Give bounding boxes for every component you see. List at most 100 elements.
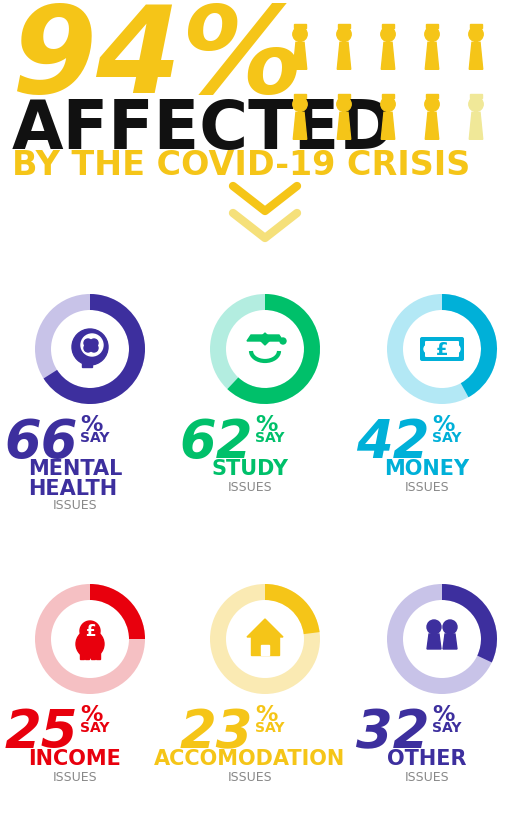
Circle shape [469,98,483,112]
Wedge shape [387,294,497,405]
Text: %: % [255,704,277,724]
Text: SAY: SAY [255,720,285,734]
Circle shape [76,630,104,658]
Circle shape [425,98,439,112]
Text: SAY: SAY [80,720,109,734]
Circle shape [381,98,395,112]
Wedge shape [44,294,145,405]
Wedge shape [227,294,320,405]
Text: AFFECTED: AFFECTED [12,97,396,163]
Polygon shape [251,637,279,655]
Circle shape [405,313,479,386]
Polygon shape [85,653,89,660]
Polygon shape [381,43,395,70]
Circle shape [90,339,98,348]
Polygon shape [294,95,306,99]
Text: ISSUES: ISSUES [53,770,97,783]
Circle shape [280,339,286,344]
Wedge shape [35,294,145,405]
Polygon shape [294,25,306,29]
Wedge shape [442,584,497,663]
Text: 23: 23 [179,706,253,758]
Polygon shape [469,113,483,140]
Text: 62: 62 [179,416,253,468]
Polygon shape [338,95,350,99]
Circle shape [443,620,457,635]
Text: 32: 32 [356,706,430,758]
Circle shape [53,313,127,386]
Polygon shape [259,334,271,345]
Polygon shape [261,645,269,655]
Text: %: % [80,704,102,724]
Text: ISSUES: ISSUES [53,498,97,512]
Circle shape [84,344,92,353]
Circle shape [469,28,483,43]
Wedge shape [442,294,497,398]
Polygon shape [382,95,394,99]
Polygon shape [247,335,283,342]
Circle shape [228,313,302,386]
Polygon shape [247,619,283,637]
Polygon shape [338,25,350,29]
Circle shape [337,98,351,112]
Wedge shape [90,584,145,640]
Circle shape [293,98,307,112]
Circle shape [337,28,351,43]
Text: 66: 66 [4,416,78,468]
Text: 94%: 94% [12,1,305,118]
Text: %: % [80,415,102,435]
Polygon shape [382,25,394,29]
Circle shape [381,28,395,43]
Text: BY THE COVID-19 CRISIS: BY THE COVID-19 CRISIS [12,149,470,181]
Text: £: £ [436,340,448,359]
Text: INCOME: INCOME [29,748,122,768]
Text: SAY: SAY [255,431,285,445]
Circle shape [53,602,127,676]
Polygon shape [337,113,351,140]
Text: ACCOMODATION: ACCOMODATION [155,748,346,768]
Polygon shape [469,43,483,70]
Text: 42: 42 [356,416,430,468]
Circle shape [84,339,92,348]
Polygon shape [470,95,482,99]
Polygon shape [337,43,351,70]
Text: %: % [255,415,277,435]
Circle shape [80,621,100,641]
Polygon shape [443,635,457,650]
Wedge shape [35,584,145,694]
Polygon shape [381,113,395,140]
Polygon shape [91,653,95,660]
Wedge shape [210,294,320,405]
Text: OTHER: OTHER [387,748,467,768]
Text: 25: 25 [4,706,78,758]
Polygon shape [293,43,307,70]
Polygon shape [427,635,441,650]
Circle shape [452,345,460,354]
Text: £: £ [85,624,95,639]
Text: ISSUES: ISSUES [405,481,449,493]
Circle shape [425,28,439,43]
Polygon shape [426,95,438,99]
Text: ISSUES: ISSUES [405,770,449,783]
Text: STUDY: STUDY [211,458,288,478]
Polygon shape [293,113,307,140]
Text: ISSUES: ISSUES [228,481,272,493]
Wedge shape [265,584,320,635]
FancyBboxPatch shape [420,338,464,361]
Text: SAY: SAY [80,431,109,445]
Circle shape [424,345,432,354]
Text: MENTAL
HEALTH: MENTAL HEALTH [28,458,122,498]
Polygon shape [96,653,100,660]
Text: SAY: SAY [432,720,461,734]
Text: SAY: SAY [432,431,461,445]
Circle shape [293,28,307,43]
Polygon shape [80,653,84,660]
Text: MONEY: MONEY [384,458,469,478]
Circle shape [405,602,479,676]
Polygon shape [470,25,482,29]
Text: %: % [432,704,455,724]
Circle shape [81,334,103,357]
Polygon shape [425,113,439,140]
Wedge shape [210,584,320,694]
Text: ISSUES: ISSUES [228,770,272,783]
